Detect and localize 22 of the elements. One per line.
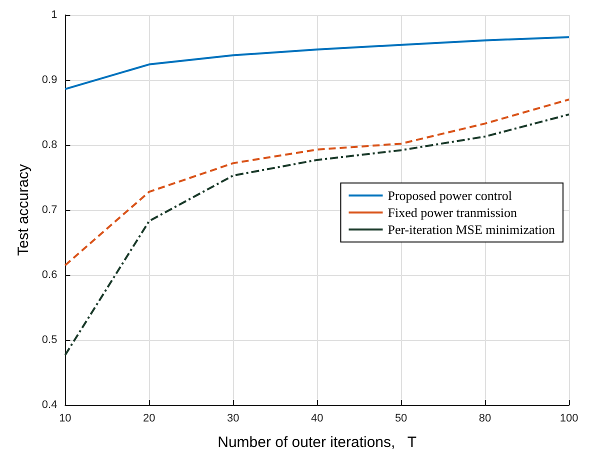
y-tick-label: 0.5 xyxy=(42,334,58,346)
y-tick-label: 0.8 xyxy=(42,139,58,151)
x-tick-label: 20 xyxy=(143,412,156,424)
y-tick-label: 1 xyxy=(51,9,58,21)
legend-label: Per-iteration MSE minimization xyxy=(388,222,556,237)
line-series xyxy=(64,36,570,90)
y-tick-label: 0.9 xyxy=(42,74,58,86)
x-tick-label: 80 xyxy=(478,412,492,424)
x-tick-label: 50 xyxy=(394,412,408,424)
line-series xyxy=(64,113,570,356)
x-axis-title: Number of outer iterations, T xyxy=(218,434,417,451)
line-series xyxy=(64,98,570,266)
y-tick-label: 0.7 xyxy=(42,204,58,216)
y-axis-title: Test accuracy xyxy=(15,164,32,256)
y-tick-label: 0.4 xyxy=(42,399,58,411)
x-tick-label: 100 xyxy=(560,412,578,424)
y-tick-label: 0.6 xyxy=(42,269,58,281)
x-tick-label: 10 xyxy=(59,412,72,424)
x-tick-label: 40 xyxy=(310,412,324,424)
x-tick-label: 30 xyxy=(227,412,240,424)
legend-label: Fixed power tranmission xyxy=(388,205,518,220)
legend-label: Proposed power control xyxy=(388,188,512,203)
